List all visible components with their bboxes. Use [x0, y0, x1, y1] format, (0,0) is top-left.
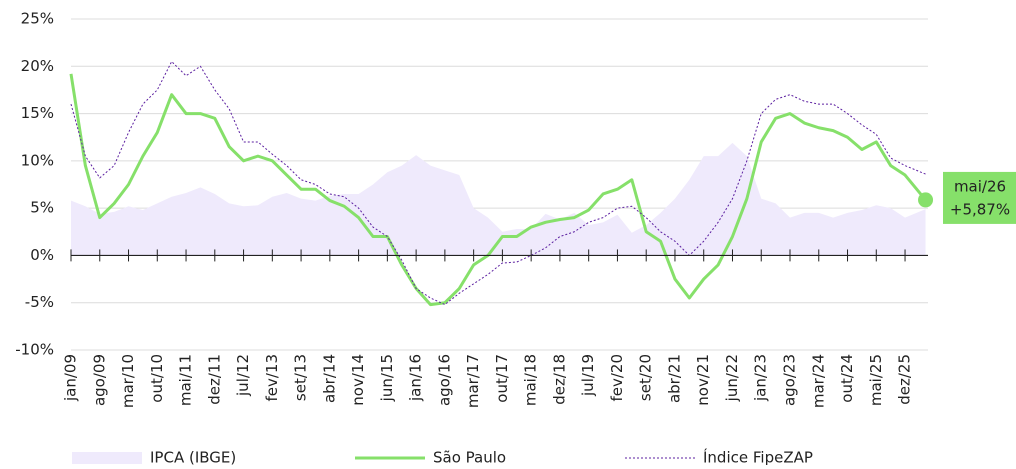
x-tick-label: ago/23: [781, 354, 799, 406]
x-tick-label: mar/10: [119, 354, 137, 408]
x-tick-label: mai/18: [522, 354, 540, 406]
x-tick-label: mar/24: [809, 354, 827, 408]
y-tick-label: 10%: [21, 151, 54, 169]
x-tick-label: mai/25: [867, 354, 885, 406]
x-tick-label: jun/22: [723, 354, 741, 402]
x-tick-label: abr/21: [665, 354, 683, 403]
legend-label: São Paulo: [433, 449, 506, 466]
x-tick-label: out/24: [838, 354, 856, 403]
x-tick-label: fev/20: [608, 354, 626, 402]
x-tick-label: jan/16: [407, 354, 425, 402]
y-tick-label: 5%: [30, 199, 54, 217]
legend-item: São Paulo: [355, 449, 506, 467]
x-tick-label: nov/14: [349, 354, 367, 406]
x-tick-label: set/20: [637, 354, 655, 401]
legend-swatch: [72, 452, 142, 464]
y-tick-label: 25%: [21, 10, 54, 28]
x-tick-label: jan/09: [62, 354, 80, 402]
x-tick-label: ago/16: [435, 354, 453, 406]
x-tick-label: jan/23: [752, 354, 770, 402]
legend-item: IPCA (IBGE): [72, 449, 236, 467]
y-tick-label: 0%: [30, 246, 54, 264]
ipca-area: [71, 142, 926, 256]
x-tick-label: nov/21: [694, 354, 712, 406]
end-point: [918, 192, 934, 208]
x-tick-label: jun/15: [378, 354, 396, 402]
sao-paulo-line: [69, 73, 927, 307]
x-tick-label: ago/09: [90, 354, 108, 406]
annotation-date: mai/26: [954, 177, 1006, 195]
x-tick-label: set/13: [292, 354, 310, 401]
x-tick-label: out/17: [493, 354, 511, 403]
x-tick-label: dez/11: [205, 354, 223, 405]
y-tick-label: -5%: [25, 293, 54, 311]
y-tick-label: 20%: [21, 57, 54, 75]
x-tick-label: abr/14: [320, 354, 338, 403]
x-tick-label: dez/25: [896, 354, 914, 405]
y-tick-label: -10%: [15, 341, 54, 359]
fipezap-line: [70, 61, 926, 306]
annotation-value: +5,87%: [950, 200, 1010, 218]
y-tick-label: 15%: [21, 104, 54, 122]
legend-label: IPCA (IBGE): [150, 449, 236, 466]
x-tick-label: fev/13: [263, 354, 281, 402]
legend-label: Índice FipeZAP: [703, 448, 813, 466]
x-tick-label: mar/17: [464, 354, 482, 408]
x-tick-label: jul/12: [234, 354, 252, 397]
x-tick-label: mai/11: [177, 354, 195, 406]
x-tick-label: jul/19: [579, 354, 597, 397]
x-tick-label: out/10: [148, 354, 166, 403]
annotation-box: [943, 171, 1016, 224]
legend-item: Índice FipeZAP: [625, 448, 813, 467]
x-tick-label: dez/18: [550, 354, 568, 405]
